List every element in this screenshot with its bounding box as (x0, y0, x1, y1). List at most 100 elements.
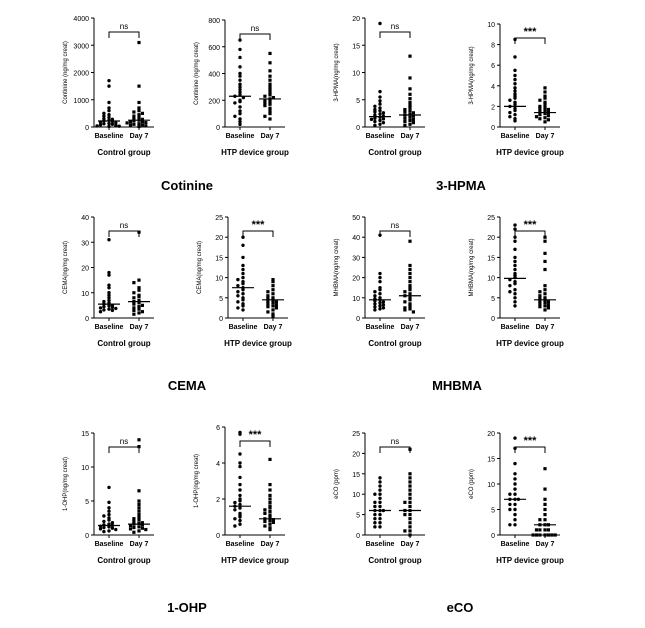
data-point (408, 103, 412, 107)
data-point (378, 476, 382, 480)
data-point (140, 111, 144, 115)
data-point (137, 286, 141, 290)
data-point (513, 304, 517, 308)
y-tick-label: 5 (491, 508, 495, 515)
data-point (378, 233, 382, 237)
data-point (543, 284, 547, 288)
data-point (241, 288, 245, 292)
data-point (238, 55, 242, 60)
data-point (137, 305, 141, 309)
data-point (408, 239, 412, 243)
data-point (546, 107, 550, 112)
data-point (378, 292, 382, 296)
data-point (137, 529, 141, 533)
data-point (233, 517, 237, 521)
x-tick-label: Day 7 (130, 541, 149, 548)
data-point (241, 298, 245, 302)
significance-label: *** (252, 219, 266, 231)
data-point (378, 108, 382, 113)
data-point (107, 273, 111, 277)
data-point (508, 502, 512, 507)
data-point (546, 528, 550, 532)
data-point (102, 299, 106, 304)
data-point (508, 110, 512, 115)
data-point (543, 296, 547, 300)
data-point (538, 305, 542, 309)
series-day7 (128, 438, 150, 534)
data-point (403, 308, 407, 312)
data-point (543, 120, 547, 124)
data-point (408, 292, 412, 296)
data-point (513, 55, 517, 59)
data-point (238, 432, 242, 436)
significance-bracket (239, 440, 271, 447)
group-label: HTP device group (221, 148, 289, 157)
data-point (538, 104, 542, 108)
group-label: Control group (368, 556, 421, 565)
data-point (241, 255, 245, 260)
data-point (107, 238, 111, 242)
data-point (263, 104, 267, 108)
series-day7 (399, 54, 421, 127)
data-point (373, 294, 377, 298)
data-point (263, 101, 267, 105)
data-point (378, 480, 382, 484)
y-tick-label: 25 (487, 215, 495, 222)
x-tick-label: Baseline (501, 324, 530, 331)
data-point (137, 445, 141, 449)
y-tick-label: 5 (356, 513, 360, 520)
y-tick-label: 8 (491, 43, 495, 50)
y-tick-label: 4 (216, 461, 220, 468)
data-point (236, 306, 240, 310)
data-point (268, 483, 272, 487)
data-point (238, 78, 242, 82)
data-point (271, 518, 275, 522)
data-point (132, 296, 136, 300)
y-axis-label: MHBMA(ng/mg creat) (334, 238, 340, 296)
group-label: HTP device group (221, 556, 289, 565)
data-point (128, 120, 133, 124)
data-point (117, 124, 121, 128)
data-point (238, 119, 242, 124)
data-point (369, 117, 374, 122)
y-tick-label: 30 (352, 255, 360, 262)
data-point (102, 304, 106, 309)
data-point (513, 477, 517, 481)
data-point (543, 259, 547, 264)
data-point (378, 89, 382, 94)
y-tick-label: 20 (352, 451, 360, 458)
y-axis-label: eCO (ppm) (469, 469, 475, 499)
data-point (408, 296, 412, 300)
significance-bracket (239, 33, 271, 40)
data-point (538, 299, 542, 303)
data-point (378, 484, 382, 488)
data-point (408, 533, 412, 537)
data-point (373, 525, 377, 529)
series-baseline (98, 485, 120, 534)
data-point (236, 290, 240, 294)
data-point (266, 305, 270, 309)
significance-bracket (514, 446, 546, 453)
data-point (531, 533, 535, 537)
significance-label: ns (120, 22, 128, 31)
data-point (411, 114, 415, 118)
data-point (378, 525, 382, 529)
data-point (241, 267, 245, 272)
x-tick-label: Baseline (366, 324, 395, 331)
group-label: HTP device group (496, 339, 564, 348)
series-day7 (399, 447, 421, 537)
significance-label: ns (391, 22, 399, 31)
data-point (408, 476, 412, 480)
data-point (132, 306, 136, 310)
data-point (268, 515, 272, 519)
data-point (236, 294, 240, 298)
data-point (373, 504, 377, 509)
y-axis-label: 1-OHP(ng/mg creat) (194, 454, 200, 508)
data-point (132, 519, 136, 523)
data-point (137, 84, 141, 88)
y-tick-label: 10 (487, 482, 495, 489)
data-point (107, 100, 111, 105)
y-tick-label: 15 (487, 255, 495, 262)
data-point (373, 123, 377, 128)
